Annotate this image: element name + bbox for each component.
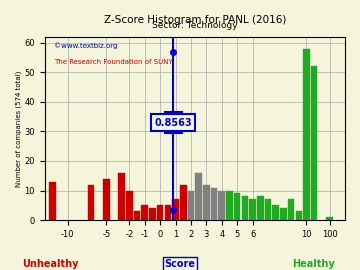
Bar bbox=[141, 205, 148, 220]
Bar bbox=[226, 191, 233, 220]
Title: Z-Score Histogram for PANL (2016): Z-Score Histogram for PANL (2016) bbox=[104, 15, 286, 25]
Bar bbox=[49, 182, 55, 220]
Text: 0.8563: 0.8563 bbox=[154, 117, 192, 127]
Bar bbox=[180, 185, 186, 220]
Bar bbox=[87, 185, 94, 220]
Bar bbox=[165, 205, 171, 220]
Bar bbox=[265, 200, 271, 220]
Text: ©www.textbiz.org: ©www.textbiz.org bbox=[54, 42, 117, 49]
Bar bbox=[219, 191, 225, 220]
Text: Unhealthy: Unhealthy bbox=[22, 259, 78, 269]
Bar bbox=[326, 217, 333, 220]
Bar bbox=[118, 173, 125, 220]
Bar bbox=[134, 211, 140, 220]
Bar bbox=[249, 200, 256, 220]
Text: Sector: Technology: Sector: Technology bbox=[152, 22, 238, 31]
Bar bbox=[234, 194, 240, 220]
Bar bbox=[288, 200, 294, 220]
Bar bbox=[242, 197, 248, 220]
Bar bbox=[296, 211, 302, 220]
Bar bbox=[157, 205, 163, 220]
Text: The Research Foundation of SUNY: The Research Foundation of SUNY bbox=[54, 59, 172, 65]
Text: Healthy: Healthy bbox=[292, 259, 334, 269]
Bar bbox=[273, 205, 279, 220]
Bar bbox=[172, 200, 179, 220]
Bar bbox=[280, 208, 287, 220]
Bar bbox=[126, 191, 132, 220]
Bar bbox=[303, 49, 310, 220]
Bar bbox=[203, 185, 210, 220]
Bar bbox=[103, 179, 109, 220]
Bar bbox=[257, 197, 264, 220]
Bar bbox=[149, 208, 156, 220]
Text: Score: Score bbox=[165, 259, 195, 269]
Y-axis label: Number of companies (574 total): Number of companies (574 total) bbox=[15, 70, 22, 187]
Bar bbox=[211, 188, 217, 220]
Bar bbox=[311, 66, 318, 220]
Bar bbox=[188, 191, 194, 220]
Bar bbox=[195, 173, 202, 220]
